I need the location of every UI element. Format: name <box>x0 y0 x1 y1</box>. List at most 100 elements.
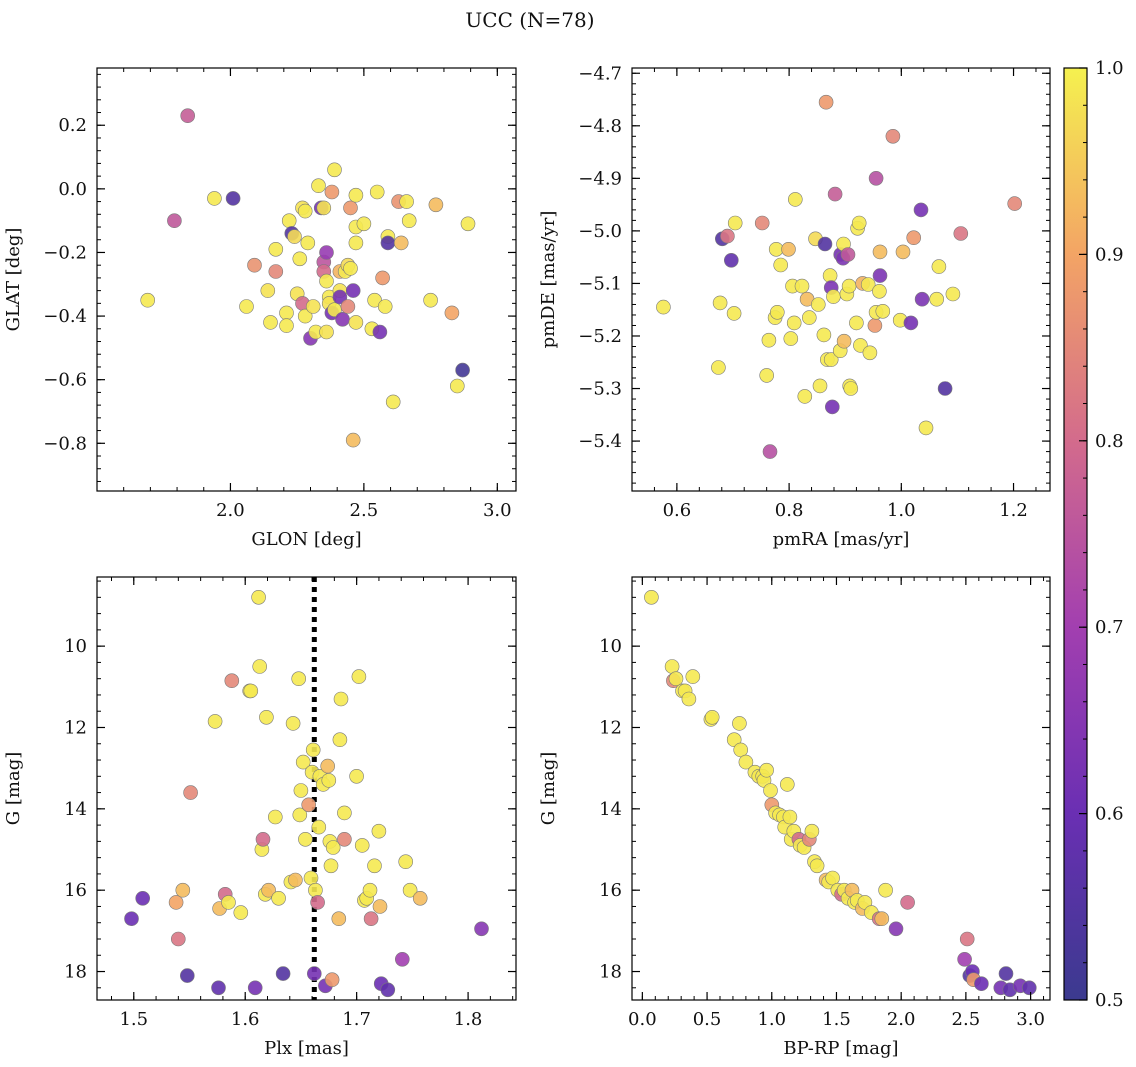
data-point <box>843 381 859 396</box>
data-point <box>888 921 904 937</box>
colorbar-tick-label: 0.8 <box>1095 431 1124 452</box>
y-tick-label: 16 <box>599 880 622 901</box>
data-point <box>275 966 291 981</box>
x-tick-label: 1.7 <box>342 1009 371 1030</box>
data-point <box>167 213 182 228</box>
data-point <box>175 882 191 898</box>
data-point <box>720 228 735 244</box>
data-point <box>377 299 393 314</box>
data-point <box>343 261 358 276</box>
data-point <box>168 895 184 910</box>
data-point <box>297 308 313 324</box>
data-point <box>1007 196 1023 211</box>
data-point <box>783 331 799 346</box>
data-point <box>268 242 284 257</box>
data-point <box>362 882 378 898</box>
data-point <box>252 659 268 674</box>
x-tick-label: 1.0 <box>887 500 916 521</box>
data-point <box>787 192 803 207</box>
data-point <box>367 858 382 874</box>
data-point <box>311 178 326 193</box>
y-tick-label: −4.7 <box>578 63 622 84</box>
y-axis-label: GLAT [deg] <box>3 228 24 332</box>
data-point <box>394 951 410 967</box>
y-tick-label: −5.4 <box>578 431 622 452</box>
data-point <box>140 292 155 308</box>
y-tick-label: −4.9 <box>578 168 622 189</box>
data-point <box>305 299 321 314</box>
colorbar-tick-label: 0.5 <box>1095 990 1124 1011</box>
data-point <box>827 186 843 202</box>
data-point <box>759 368 775 383</box>
data-point <box>797 389 813 404</box>
data-point <box>937 381 953 396</box>
y-tick-label: −0.4 <box>43 306 87 327</box>
data-point <box>872 283 887 299</box>
data-point <box>303 870 319 886</box>
panel-pmde-vs-pmra: 0.6 0.8 1.0 1.2 −4.7 −4.8 −4.9 −5.0 −5.1 −5.2 −5.3… <box>538 63 1051 550</box>
y-tick-label: 10 <box>599 636 622 657</box>
x-tick-label: 1.0 <box>757 1009 786 1030</box>
y-tick-label: 12 <box>599 717 622 738</box>
x-axis-label: Plx [mas] <box>264 1038 349 1059</box>
data-point <box>726 306 742 321</box>
data-point <box>816 327 832 343</box>
data-point <box>824 399 840 415</box>
data-point <box>455 362 470 378</box>
data-point <box>872 268 888 283</box>
data-point <box>931 259 947 274</box>
y-tick-label: 0.0 <box>58 179 87 200</box>
data-point <box>817 236 833 252</box>
data-point <box>733 742 749 758</box>
data-point <box>668 671 684 687</box>
x-tick-label: 3.0 <box>1016 1009 1045 1030</box>
data-point <box>261 882 276 898</box>
data-point <box>794 278 810 294</box>
data-point <box>781 242 796 257</box>
data-point <box>779 777 795 792</box>
data-point <box>247 980 263 996</box>
x-axis-label: GLON [deg] <box>251 529 361 550</box>
y-tick-label: 16 <box>64 880 87 901</box>
data-point <box>268 264 284 279</box>
x-tick-label: 1.5 <box>119 1009 148 1030</box>
data-point <box>305 742 321 758</box>
data-point <box>918 420 934 436</box>
x-tick-label: 1.5 <box>822 1009 851 1030</box>
data-point <box>372 324 388 340</box>
data-point <box>320 758 336 774</box>
x-tick-label: 2.5 <box>350 500 379 521</box>
y-tick-label: −5.0 <box>578 221 622 242</box>
data-point <box>380 982 396 998</box>
data-point <box>335 311 350 327</box>
data-point <box>271 890 286 906</box>
y-tick-label: 14 <box>64 799 87 820</box>
colorbar-tick-label: 1.0 <box>1095 58 1124 79</box>
data-point <box>375 270 390 286</box>
axes-frame <box>631 576 1051 1001</box>
data-point <box>279 305 294 321</box>
data-point <box>349 768 364 784</box>
data-point <box>281 213 297 228</box>
data-point <box>300 235 316 251</box>
axes-frame <box>631 67 1051 492</box>
panel-glat-vs-glon: 2.0 2.5 3.0 0.2 0.0 −0.2 −0.4 −0.6 −0.8 GLON [deg… <box>3 67 517 550</box>
x-tick-label: 0.5 <box>693 1009 722 1030</box>
data-point <box>875 303 891 319</box>
data-point <box>914 291 930 307</box>
data-point <box>332 289 348 305</box>
x-tick-label: 0.0 <box>628 1009 657 1030</box>
data-point <box>243 683 259 699</box>
data-point <box>259 709 274 725</box>
data-point <box>297 203 313 219</box>
x-tick-label: 1.8 <box>454 1009 483 1030</box>
panel-g-vs-bprp: 0.0 0.5 1.0 1.5 2.0 2.5 3.0 10 12 14 16 18 BP-RP [ma… <box>538 576 1051 1059</box>
y-tick-label: −5.1 <box>578 273 622 294</box>
data-point <box>207 191 222 206</box>
data-point <box>316 200 332 216</box>
data-point <box>644 589 659 605</box>
data-point <box>860 277 876 292</box>
data-point <box>763 783 778 798</box>
x-axis-label: pmRA [mas/yr] <box>773 529 910 550</box>
